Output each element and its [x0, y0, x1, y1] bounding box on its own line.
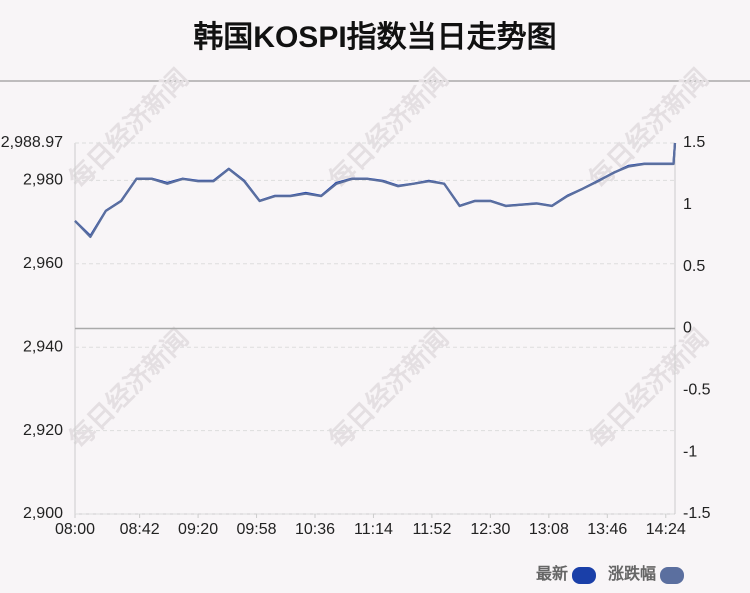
x-tick-label: 13:08 — [529, 521, 569, 538]
y-tick-label: 2,920 — [23, 422, 63, 439]
y2-tick-label: 0.5 — [683, 258, 705, 275]
y2-tick-label: -0.5 — [683, 382, 711, 399]
y-tick-label: 2,980 — [23, 172, 63, 189]
chart-title: 韩国KOSPI指数当日走势图 — [193, 21, 556, 54]
x-tick-label: 09:58 — [237, 521, 277, 538]
legend-swatch — [660, 567, 684, 584]
x-tick-label: 08:00 — [55, 521, 95, 538]
x-tick-label: 08:42 — [120, 521, 160, 538]
x-tick-label: 14:24 — [646, 521, 686, 538]
series-line — [74, 142, 677, 239]
legend-label: 涨跌幅 — [608, 564, 656, 583]
y-tick-label: 2,940 — [23, 338, 63, 355]
x-tick-label: 09:20 — [178, 521, 218, 538]
y2-tick-label: -1 — [683, 443, 697, 460]
y-tick-label: 2,988.97 — [1, 134, 63, 151]
y-tick-label: 2,900 — [23, 505, 63, 522]
legend-label: 最新 — [536, 564, 568, 583]
x-tick-label: 13:46 — [587, 521, 627, 538]
y2-tick-label: 0 — [683, 320, 692, 337]
y2-tick-label: -1.5 — [683, 505, 711, 522]
y2-tick-label: 1.5 — [683, 134, 705, 151]
y-tick-label: 2,960 — [23, 255, 63, 272]
x-tick-label: 11:52 — [412, 521, 451, 538]
x-tick-label: 12:30 — [470, 521, 510, 538]
x-tick-label: 10:36 — [295, 521, 335, 538]
legend-swatch — [571, 567, 596, 584]
y2-tick-label: 1 — [683, 196, 692, 213]
x-tick-label: 11:14 — [354, 521, 393, 538]
